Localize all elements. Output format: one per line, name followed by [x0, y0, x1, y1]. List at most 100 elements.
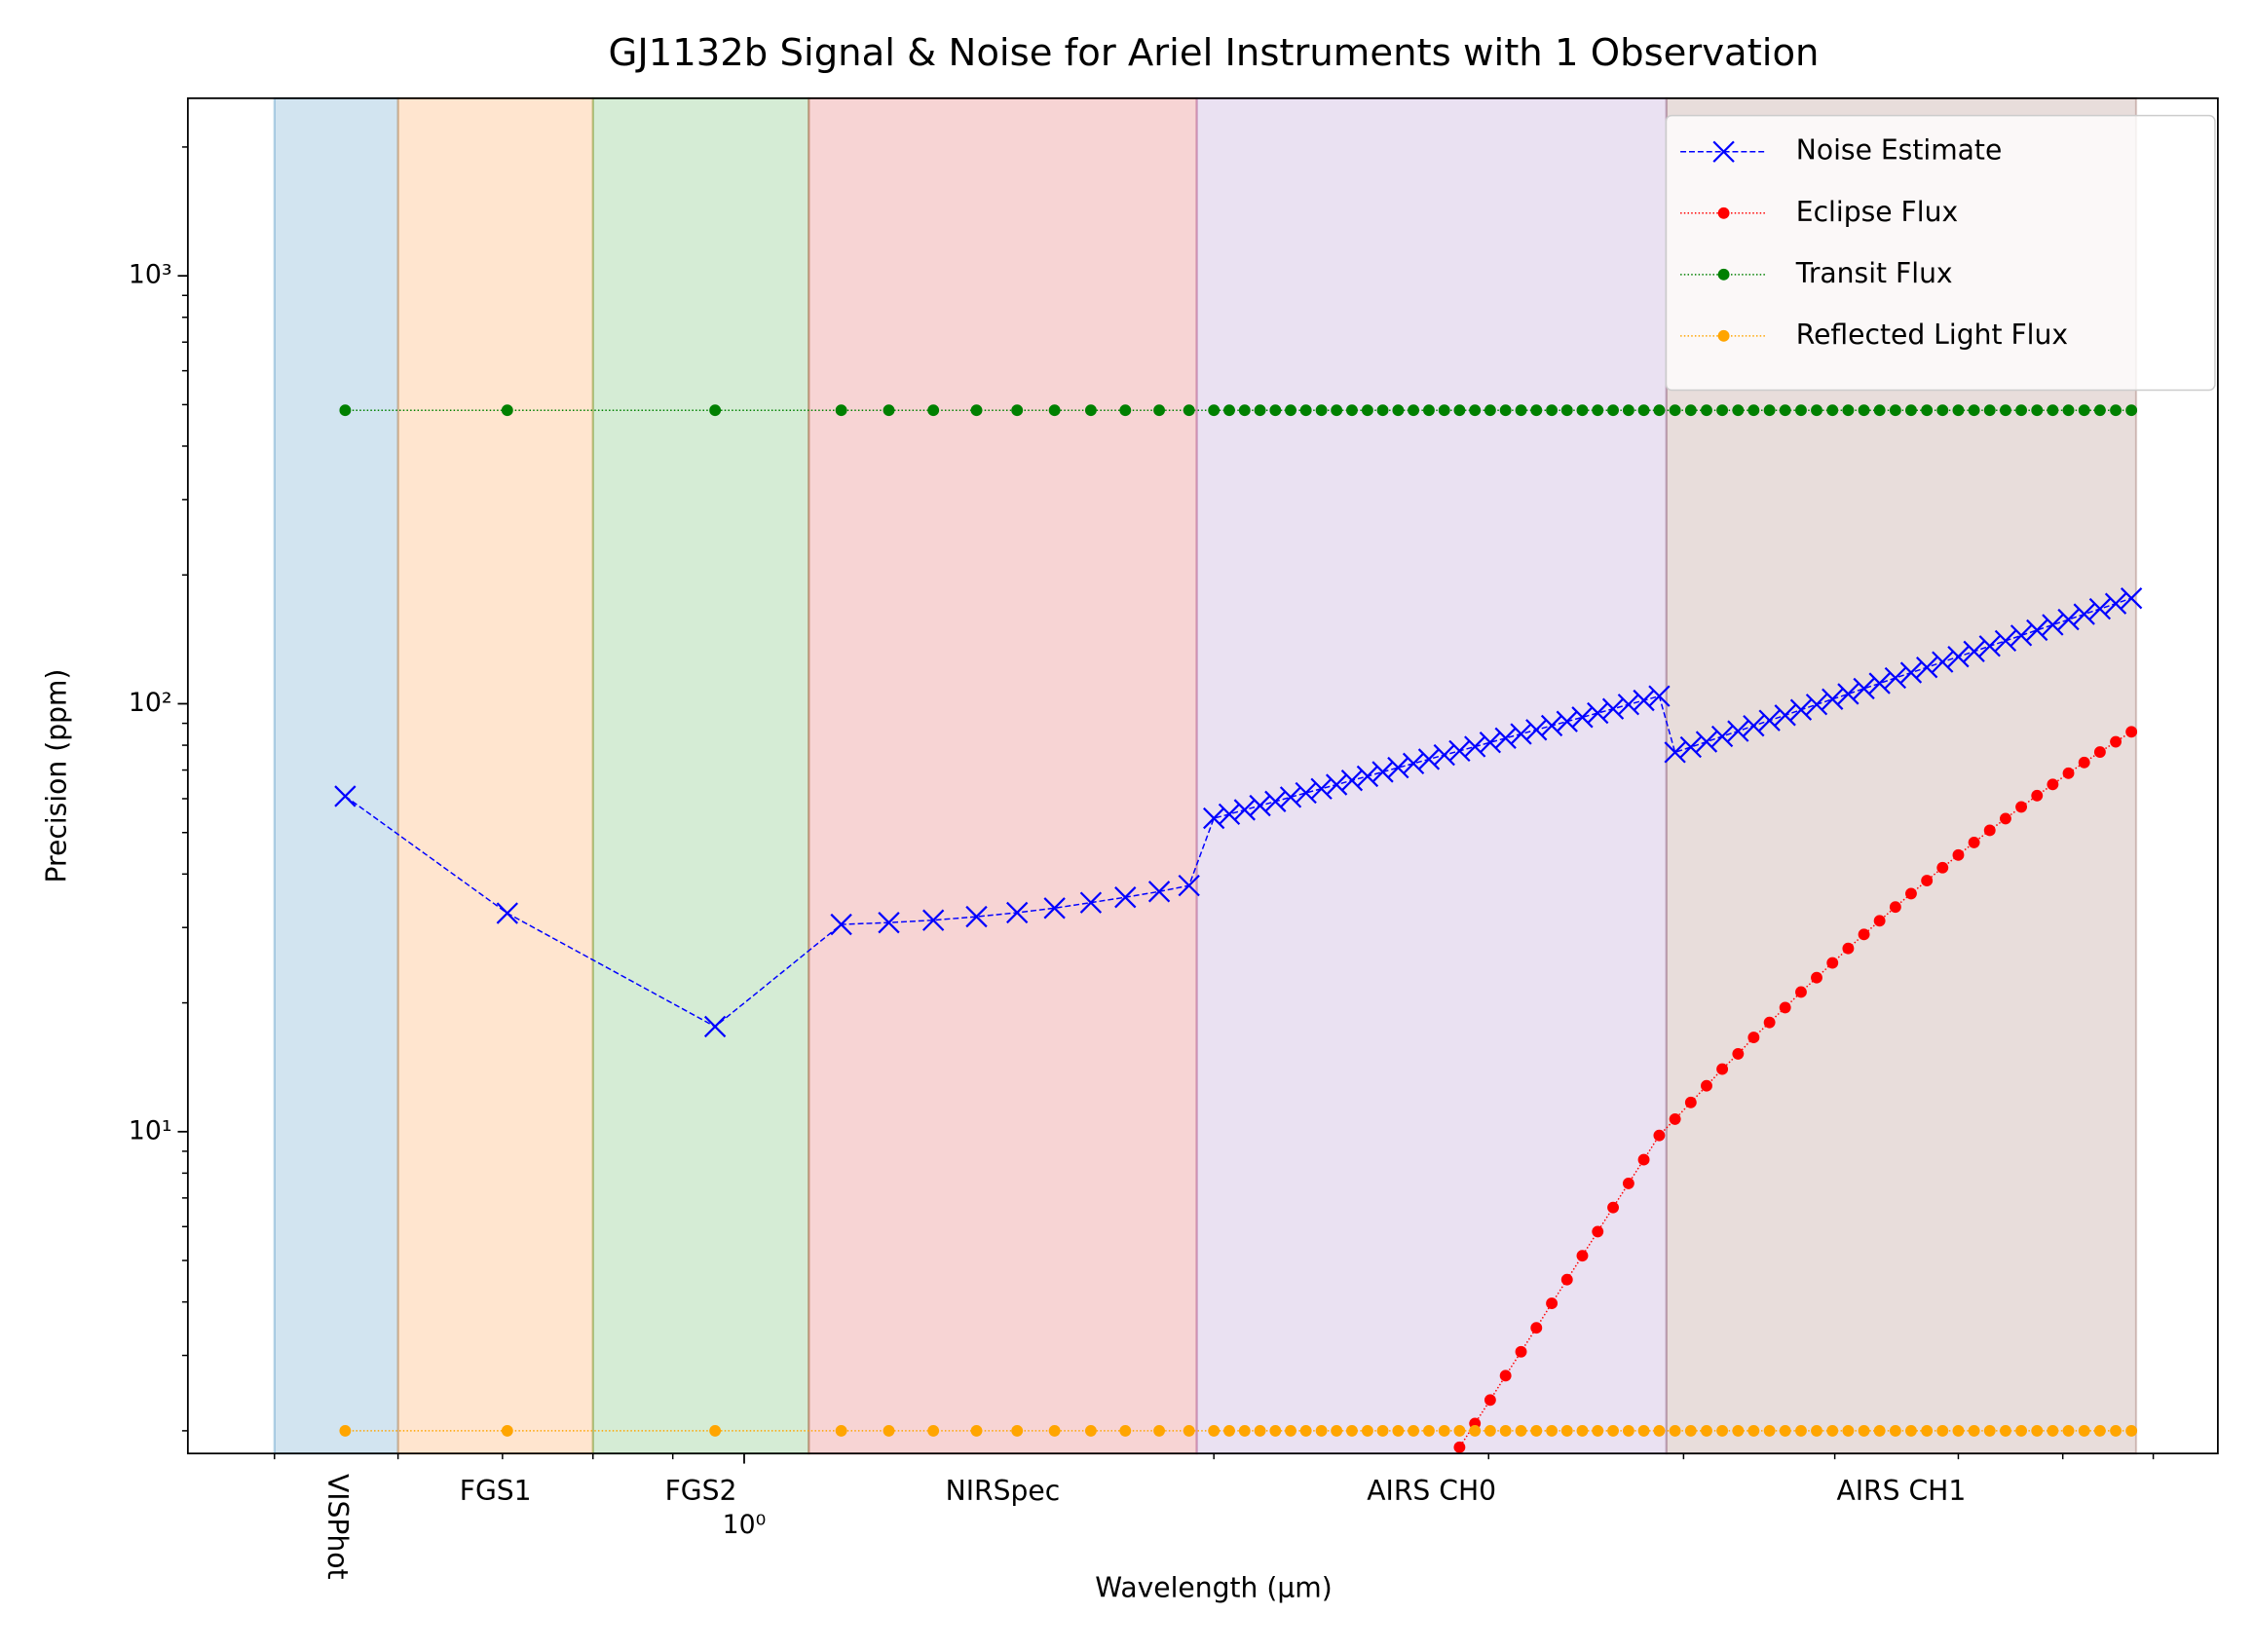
legend-label: Eclipse Flux [1796, 196, 1958, 228]
marker-x [1371, 761, 1394, 783]
marker-dot [1438, 1424, 1450, 1437]
marker-dot [1842, 1424, 1855, 1437]
marker-dot [1377, 1561, 1389, 1573]
marker-dot [2031, 1424, 2044, 1437]
instrument-band [1195, 96, 1668, 1455]
marker-x [1147, 881, 1171, 903]
marker-dot [1362, 1586, 1373, 1597]
marker-dot [1983, 824, 1996, 837]
marker-x [2010, 624, 2033, 647]
legend-label: Noise Estimate [1796, 134, 2003, 167]
marker-dot [1622, 404, 1634, 417]
marker-dot [1653, 1424, 1666, 1437]
marker-x [1203, 807, 1225, 830]
marker-x [703, 1015, 727, 1038]
marker-dot [1223, 1424, 1235, 1437]
plot-area [334, 404, 2143, 1645]
marker-dot [1826, 1424, 1839, 1437]
band-label: FGS1 [460, 1475, 532, 1507]
marker-dot [1858, 404, 1870, 417]
marker-dot [1669, 1112, 1681, 1125]
marker-dot [2031, 404, 2044, 417]
marker-dot [1560, 1273, 1573, 1286]
marker-dot [1408, 1424, 1420, 1437]
marker-dot [1779, 1001, 1791, 1014]
marker-dot [2062, 404, 2075, 417]
marker-dot [1576, 1250, 1589, 1262]
marker-dot [2125, 726, 2138, 738]
marker-dot [1968, 404, 1980, 417]
band-label: FGS2 [665, 1475, 737, 1507]
marker-dot [2015, 1424, 2028, 1437]
marker-dot [2062, 1424, 2075, 1437]
y-tick-label: 10² [129, 688, 172, 718]
marker-dot [1238, 1424, 1251, 1437]
instrument-band [273, 96, 399, 1455]
marker-dot [1515, 1345, 1527, 1358]
marker-dot [1873, 404, 1886, 417]
marker-dot [2062, 767, 2075, 779]
marker-dot [1238, 404, 1251, 417]
marker-x [1525, 719, 1548, 741]
marker-x [1853, 677, 1875, 700]
marker-x [1479, 732, 1502, 754]
marker-x [1464, 735, 1486, 758]
marker-dot [2031, 789, 2044, 802]
marker-x [1633, 689, 1655, 712]
marker-dot [1983, 1424, 1996, 1437]
marker-x [1727, 720, 1749, 742]
marker-x [1947, 646, 1970, 668]
marker-dot [1315, 1424, 1328, 1437]
marker-x [1178, 874, 1200, 897]
marker-dot [1408, 1514, 1419, 1525]
marker-dot [1119, 404, 1132, 417]
marker-dot [1826, 957, 1839, 969]
marker-dot [1331, 404, 1343, 417]
marker-dot [1269, 1424, 1282, 1437]
instrument-band [591, 96, 810, 1455]
marker-x [1433, 743, 1455, 767]
marker-dot [2015, 404, 2028, 417]
x-axis-label: Wavelength (μm) [1095, 1572, 1332, 1604]
marker-dot [1153, 404, 1166, 417]
marker-dot [1921, 875, 1934, 887]
marker-dot [883, 404, 895, 417]
band-label: VISPhot [321, 1474, 354, 1580]
marker-x [1868, 672, 1891, 695]
marker-x [1963, 640, 1985, 662]
marker-dot [1716, 404, 1729, 417]
marker-dot [1423, 1424, 1435, 1437]
marker-dot [1515, 1424, 1527, 1437]
marker-dot [2015, 801, 2028, 813]
marker-x [1249, 794, 1271, 817]
marker-x [1710, 725, 1734, 748]
marker-dot [1717, 329, 1730, 342]
marker-dot [1592, 1424, 1604, 1437]
marker-dot [1968, 1424, 1980, 1437]
marker-x [922, 909, 945, 931]
marker-dot [927, 404, 940, 417]
marker-x [1356, 765, 1379, 788]
marker-x [1387, 756, 1409, 779]
marker-x [1805, 694, 1828, 716]
marker-dot [1331, 1633, 1342, 1645]
marker-x [1402, 752, 1425, 775]
marker-x [1340, 770, 1364, 792]
marker-dot [1408, 404, 1420, 417]
marker-x [2120, 587, 2143, 610]
marker-dot [1717, 268, 1730, 281]
marker-x [2057, 608, 2080, 631]
chart-title: GJ1132b Signal & Noise for Ariel Instrum… [608, 31, 1819, 75]
y-axis-label: Precision (ppm) [40, 669, 72, 883]
marker-dot [1299, 1424, 1312, 1437]
marker-x [1617, 694, 1640, 716]
marker-dot [1716, 1424, 1729, 1437]
marker-dot [2125, 1424, 2138, 1437]
marker-dot [2110, 735, 2122, 748]
marker-dot [927, 1424, 940, 1437]
marker-dot [1779, 404, 1791, 417]
marker-dot [1842, 942, 1855, 955]
marker-dot [1183, 404, 1195, 417]
marker-dot [1299, 404, 1312, 417]
marker-dot [1453, 1424, 1466, 1437]
